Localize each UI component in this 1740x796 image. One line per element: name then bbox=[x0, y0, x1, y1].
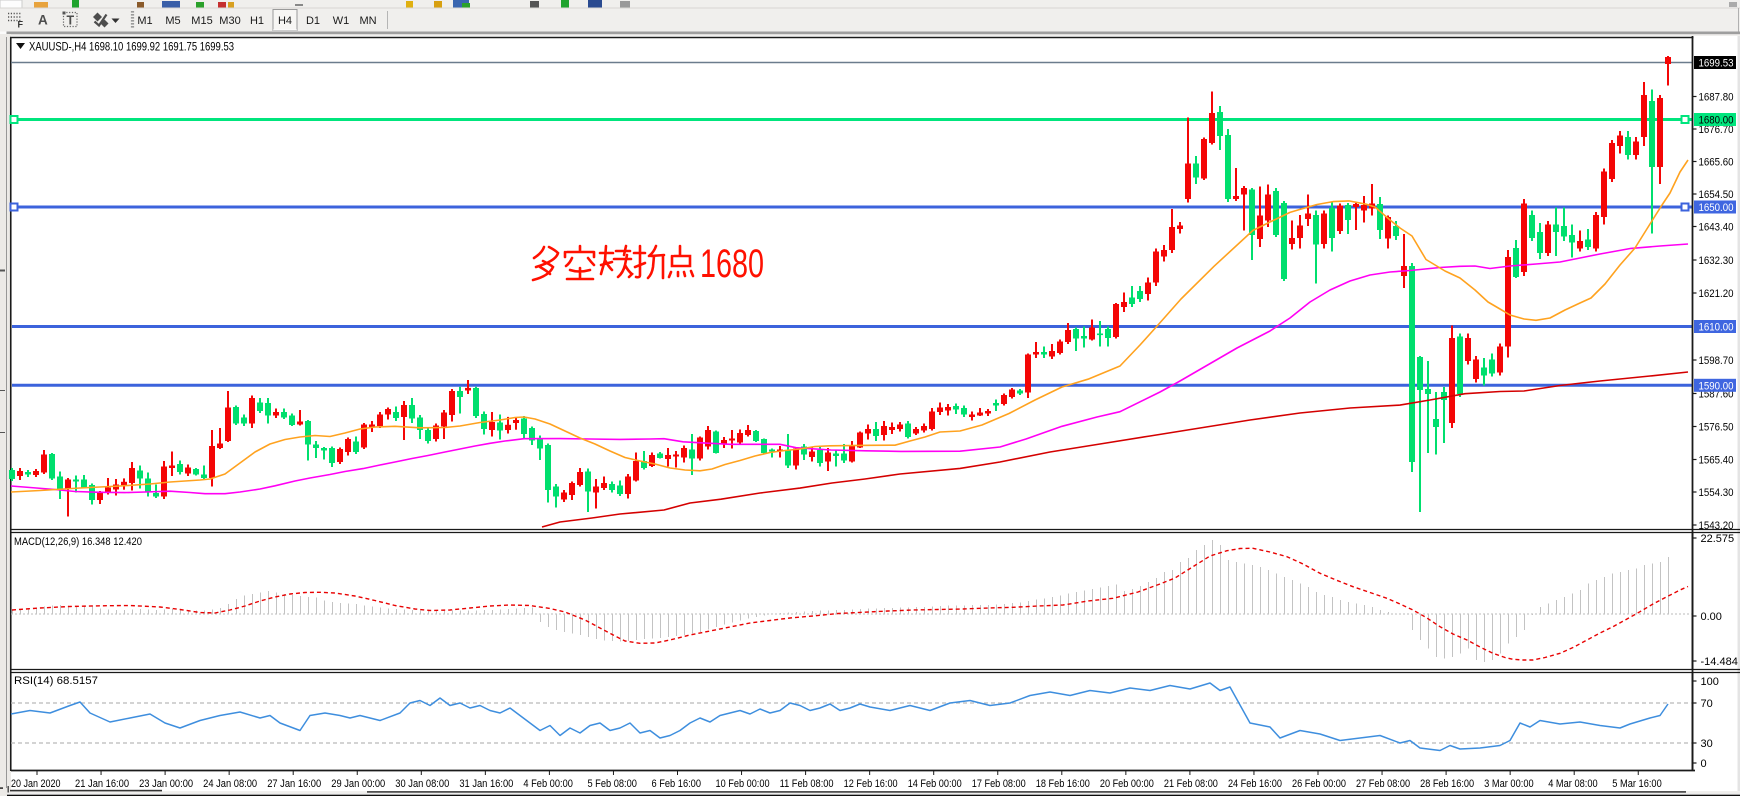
svg-text:1610.00: 1610.00 bbox=[1699, 322, 1734, 334]
svg-text:1650.00: 1650.00 bbox=[1699, 202, 1734, 214]
svg-text:XAUUSD-,H4 1698.10 1699.92 16: XAUUSD-,H4 1698.10 1699.92 1691.75 1699.… bbox=[29, 42, 234, 54]
svg-text:31 Jan 16:00: 31 Jan 16:00 bbox=[459, 778, 513, 790]
svg-text:18 Feb 16:00: 18 Feb 16:00 bbox=[1036, 778, 1090, 790]
svg-text:27 Feb 08:00: 27 Feb 08:00 bbox=[1356, 778, 1410, 790]
svg-text:1590.00: 1590.00 bbox=[1699, 381, 1734, 393]
svg-text:T: T bbox=[67, 14, 75, 28]
svg-text:1680: 1680 bbox=[700, 242, 764, 286]
svg-text:0: 0 bbox=[1701, 758, 1707, 770]
svg-text:6 Feb 16:00: 6 Feb 16:00 bbox=[652, 778, 702, 790]
svg-text:M5: M5 bbox=[165, 15, 180, 27]
svg-text:0.00: 0.00 bbox=[1701, 611, 1722, 623]
svg-text:17 Feb 08:00: 17 Feb 08:00 bbox=[972, 778, 1026, 790]
svg-text:1654.50: 1654.50 bbox=[1699, 189, 1734, 201]
svg-text:M30: M30 bbox=[219, 15, 240, 27]
svg-text:F: F bbox=[18, 20, 24, 30]
svg-text:1676.70: 1676.70 bbox=[1699, 124, 1734, 136]
svg-text:H1: H1 bbox=[250, 15, 264, 27]
svg-text:1687.80: 1687.80 bbox=[1699, 92, 1734, 104]
svg-text:-14.484: -14.484 bbox=[1701, 656, 1738, 668]
svg-text:1565.40: 1565.40 bbox=[1699, 455, 1734, 467]
svg-text:1554.30: 1554.30 bbox=[1699, 487, 1734, 499]
svg-text:H4: H4 bbox=[278, 15, 292, 27]
svg-text:12 Feb 16:00: 12 Feb 16:00 bbox=[844, 778, 898, 790]
svg-text:5 Feb 08:00: 5 Feb 08:00 bbox=[587, 778, 637, 790]
svg-text:M1: M1 bbox=[137, 15, 152, 27]
svg-text:10 Feb 00:00: 10 Feb 00:00 bbox=[716, 778, 770, 790]
svg-text:26 Feb 00:00: 26 Feb 00:00 bbox=[1292, 778, 1346, 790]
svg-text:A: A bbox=[38, 13, 48, 28]
svg-text:1576.50: 1576.50 bbox=[1699, 422, 1734, 434]
svg-text:1632.30: 1632.30 bbox=[1699, 255, 1734, 267]
svg-text:3 Mar 00:00: 3 Mar 00:00 bbox=[1484, 778, 1534, 790]
svg-text:20 Jan 2020: 20 Jan 2020 bbox=[11, 778, 61, 790]
svg-text:5 Mar 16:00: 5 Mar 16:00 bbox=[1612, 778, 1662, 790]
svg-text:1699.53: 1699.53 bbox=[1699, 58, 1734, 70]
svg-text:MACD(12,26,9) 16.348 12.420: MACD(12,26,9) 16.348 12.420 bbox=[14, 536, 142, 548]
svg-text:1643.40: 1643.40 bbox=[1699, 222, 1734, 234]
svg-text:MN: MN bbox=[359, 15, 376, 27]
svg-text:28 Feb 16:00: 28 Feb 16:00 bbox=[1420, 778, 1474, 790]
svg-text:30: 30 bbox=[1701, 738, 1713, 750]
svg-text:1598.70: 1598.70 bbox=[1699, 355, 1734, 367]
svg-text:22.575: 22.575 bbox=[1701, 533, 1735, 545]
svg-text:W1: W1 bbox=[333, 15, 350, 27]
svg-text:24 Feb 16:00: 24 Feb 16:00 bbox=[1228, 778, 1282, 790]
svg-text:RSI(14) 68.5157: RSI(14) 68.5157 bbox=[14, 675, 98, 687]
svg-text:21 Feb 08:00: 21 Feb 08:00 bbox=[1164, 778, 1218, 790]
svg-text:4 Feb 00:00: 4 Feb 00:00 bbox=[523, 778, 573, 790]
svg-text:27 Jan 16:00: 27 Jan 16:00 bbox=[267, 778, 321, 790]
svg-text:M15: M15 bbox=[191, 15, 212, 27]
svg-text:100: 100 bbox=[1701, 676, 1719, 688]
svg-text:30 Jan 08:00: 30 Jan 08:00 bbox=[395, 778, 449, 790]
svg-text:1665.60: 1665.60 bbox=[1699, 157, 1734, 169]
svg-text:D1: D1 bbox=[306, 15, 320, 27]
svg-text:1680.00: 1680.00 bbox=[1699, 115, 1734, 127]
svg-text:1621.20: 1621.20 bbox=[1699, 288, 1734, 300]
svg-text:20 Feb 00:00: 20 Feb 00:00 bbox=[1100, 778, 1154, 790]
svg-text:4 Mar 08:00: 4 Mar 08:00 bbox=[1548, 778, 1598, 790]
svg-text:24 Jan 08:00: 24 Jan 08:00 bbox=[203, 778, 257, 790]
svg-text:11 Feb 08:00: 11 Feb 08:00 bbox=[780, 778, 834, 790]
svg-text:1543.20: 1543.20 bbox=[1699, 520, 1734, 532]
svg-text:21 Jan 16:00: 21 Jan 16:00 bbox=[75, 778, 129, 790]
svg-text:29 Jan 00:00: 29 Jan 00:00 bbox=[331, 778, 385, 790]
svg-text:70: 70 bbox=[1701, 698, 1713, 710]
svg-text:14 Feb 00:00: 14 Feb 00:00 bbox=[908, 778, 962, 790]
svg-text:23 Jan 00:00: 23 Jan 00:00 bbox=[139, 778, 193, 790]
